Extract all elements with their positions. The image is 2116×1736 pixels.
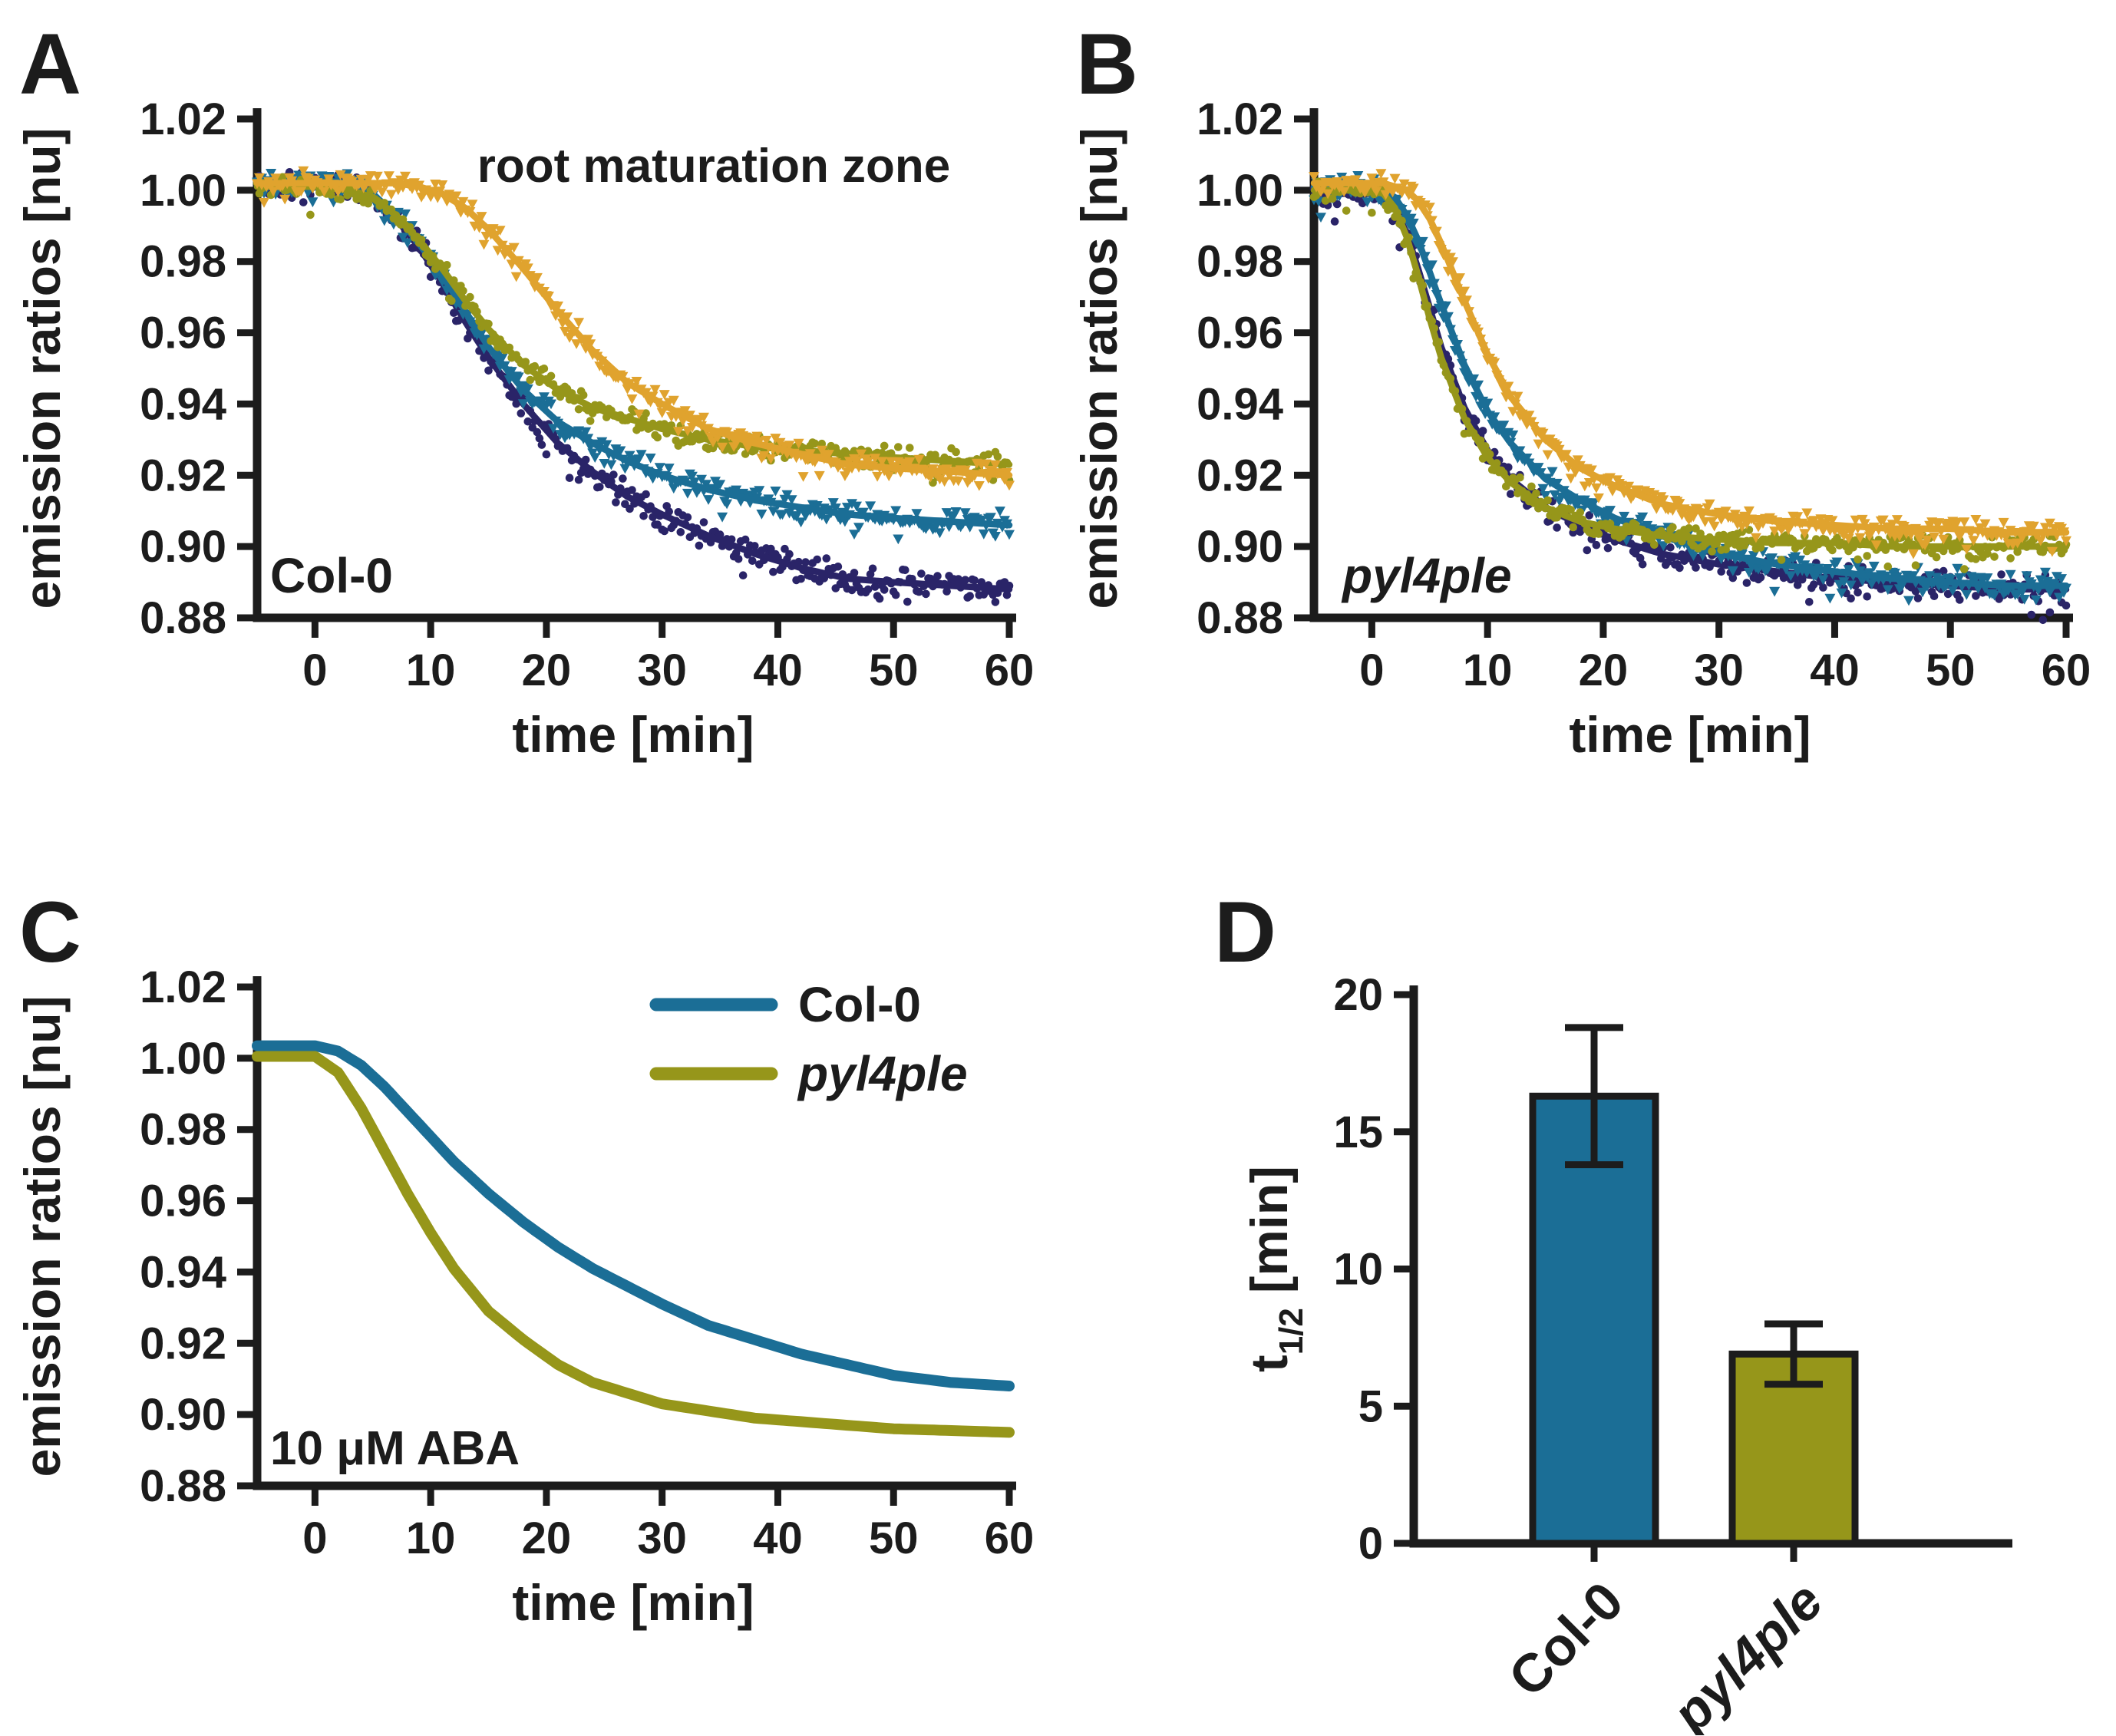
y-tick-label: 15	[1333, 1107, 1383, 1157]
y-tick-label: 0.88	[140, 593, 226, 643]
y-tick-label: 1.00	[140, 1034, 226, 1084]
x-tick-label: 40	[1810, 645, 1860, 695]
x-tick-label: 60	[2042, 645, 2091, 695]
x-tick-label: 10	[406, 1513, 456, 1563]
x-tick-label: 40	[753, 1513, 803, 1563]
y-tick-label: 20	[1333, 970, 1383, 1020]
panel-b-svg: 1.02 1.00 0.98 0.96 0.94 0.92 0.90 0.88 0 10 20 30 4…	[1071, 16, 2091, 763]
series-replicate-3-scatter	[253, 173, 1014, 487]
annotation-a: root maturation zone	[477, 140, 951, 193]
y-tick-label: 1.02	[140, 94, 226, 144]
axes-C: 1.02 1.00 0.98 0.96 0.94 0.92 0.90 0.88 0 10 20 30 4…	[14, 962, 1034, 1631]
x-tick-label: 20	[1579, 645, 1629, 695]
x-tick-label: 50	[1926, 645, 1976, 695]
error-bar-Col-0	[1565, 1024, 1623, 1169]
axes-B: 1.02 1.00 0.98 0.96 0.94 0.92 0.90 0.88 0 10 20 30 4…	[1071, 94, 2091, 763]
genotype-label-a: Col-0	[270, 548, 393, 603]
y-tick-label: 1.00	[140, 166, 226, 216]
genotype-label-b: pyl4ple	[1341, 548, 1512, 603]
x-tick-label: 0	[302, 1513, 327, 1563]
panel-letter-b: B	[1076, 16, 1138, 112]
series-replicate-4-fit-line	[1310, 180, 2070, 536]
x-tick-label: 20	[522, 645, 572, 695]
panel-letter-c: C	[19, 884, 81, 980]
x-tick-label: 40	[753, 645, 803, 695]
x-tick-label: 60	[985, 1513, 1035, 1563]
series-replicate-3-fit-line	[1310, 186, 2070, 550]
axes-D: 0 5 10 15 20	[1333, 970, 2012, 1569]
panel-a-svg: 1.02 1.00 0.98 0.96 0.94 0.92 0.90 0.88 0 10 20 30 4…	[14, 16, 1034, 763]
y-tick-label: 0.88	[140, 1461, 226, 1511]
bar-Col-0	[1529, 1092, 1659, 1547]
y-tick-label: 5	[1358, 1381, 1383, 1431]
legend-label-Col-0: Col-0	[798, 977, 921, 1032]
y-tick-label: 1.00	[1197, 166, 1283, 216]
y-tick-label: 0.94	[1197, 379, 1283, 429]
y-tick-label: 0.96	[140, 1177, 226, 1226]
panel-c-svg: 1.02 1.00 0.98 0.96 0.94 0.92 0.90 0.88 0 10 20 30 4…	[14, 884, 1034, 1631]
y-tick-label: 0.92	[140, 451, 226, 500]
y-tick-label: 1.02	[140, 962, 226, 1012]
y-tick-label: 0.96	[1197, 309, 1283, 358]
panel-letter-a: A	[19, 16, 81, 112]
y-tick-label: 0.92	[140, 1319, 226, 1368]
x-axis-label: time [min]	[512, 1574, 754, 1631]
error-bar-pyl4ple	[1764, 1320, 1823, 1388]
series-Col-0-fit-line	[252, 1040, 1015, 1391]
x-tick-label: 20	[522, 1513, 572, 1563]
series-replicate-3-fit-line	[253, 183, 1013, 468]
x-axis-label: time [min]	[512, 706, 754, 763]
y-tick-label: 0.98	[140, 237, 226, 287]
y-tick-label: 0	[1358, 1519, 1383, 1569]
x-tick-label: 0	[1359, 645, 1384, 695]
panel-b-chart: 1.02 1.00 0.98 0.96 0.94 0.92 0.90 0.88 0 10 20 30 4…	[1057, 0, 2116, 868]
y-tick-label: 0.96	[140, 309, 226, 358]
legend: Col-0 pyl4ple	[649, 977, 968, 1101]
panel-a-chart: 1.02 1.00 0.98 0.96 0.94 0.92 0.90 0.88 0 10 20 30 4…	[0, 0, 1059, 868]
x-tick-label: 50	[869, 1513, 919, 1563]
x-tick-label: 30	[1694, 645, 1744, 695]
panel-c-chart: 1.02 1.00 0.98 0.96 0.94 0.92 0.90 0.88 0 10 20 30 4…	[0, 868, 1059, 1736]
y-tick-label: 0.92	[1197, 451, 1283, 500]
y-tick-label: 0.90	[140, 522, 226, 572]
y-tick-label: 0.98	[140, 1105, 226, 1155]
y-tick-label: 10	[1333, 1245, 1383, 1295]
x-tick-label: 0	[302, 645, 327, 695]
panel-d-svg: 0 5 10 15 20 t1/2 [min] Col-0 pyl4ple D	[1214, 884, 2012, 1735]
series-pyl4ple-fit-line	[252, 1051, 1015, 1438]
x-tick-label: 30	[637, 645, 687, 695]
y-axis-label: emission ratios [nu]	[14, 127, 71, 609]
panel-letter-d: D	[1214, 884, 1276, 980]
y-tick-label: 0.94	[140, 1247, 226, 1297]
y-tick-label: 0.88	[1197, 593, 1283, 643]
axes-A: 1.02 1.00 0.98 0.96 0.94 0.92 0.90 0.88 0 10 20 30 4…	[14, 94, 1034, 763]
x-tick-label: 50	[869, 645, 919, 695]
x-axis-label: time [min]	[1569, 706, 1811, 763]
x-tick-label: 10	[1463, 645, 1513, 695]
series-replicate-4-fit-line	[253, 180, 1013, 479]
y-axis-label: emission ratios [nu]	[1071, 127, 1127, 609]
y-tick-label: 1.02	[1197, 94, 1283, 144]
category-label-pyl4ple: pyl4ple	[1659, 1570, 1834, 1735]
y-tick-label: 0.90	[140, 1390, 226, 1440]
y-axis-label: emission ratios [nu]	[14, 995, 71, 1477]
series-replicate-4-scatter	[1309, 169, 2071, 559]
series-replicate-4-scatter	[252, 166, 1015, 491]
legend-label-pyl4ple: pyl4ple	[797, 1046, 968, 1101]
y-tick-label: 0.98	[1197, 237, 1283, 287]
x-tick-label: 30	[637, 1513, 687, 1563]
y-tick-label: 0.94	[140, 379, 226, 429]
x-tick-label: 10	[406, 645, 456, 695]
category-label-Col-0: Col-0	[1497, 1570, 1635, 1708]
y-tick-label: 0.90	[1197, 522, 1283, 572]
x-tick-label: 60	[985, 645, 1035, 695]
y-axis-label: t1/2 [min]	[1240, 1166, 1310, 1372]
annotation-c: 10 μM ABA	[270, 1422, 520, 1475]
panel-d-chart: 0 5 10 15 20 t1/2 [min] Col-0 pyl4ple D	[1057, 868, 2116, 1735]
